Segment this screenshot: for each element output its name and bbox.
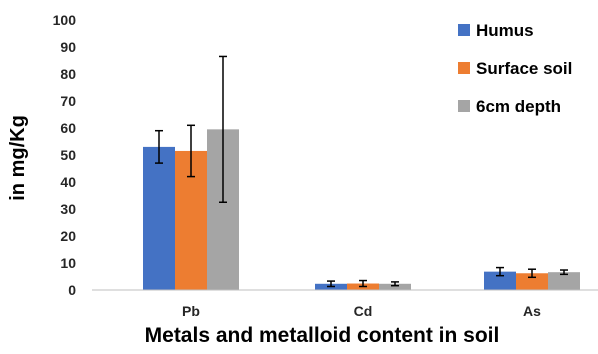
- y-tick-label: 40: [60, 174, 76, 190]
- y-tick-label: 0: [68, 282, 76, 298]
- legend: Humus Surface soil 6cm depth: [458, 21, 572, 116]
- x-tick-label-as: As: [523, 303, 541, 319]
- error-bar: [219, 55, 227, 203]
- legend-swatch: [458, 24, 470, 36]
- y-tick-label: 100: [53, 12, 77, 28]
- legend-swatch: [458, 100, 470, 112]
- bar-surface-soil-as: [516, 273, 548, 290]
- legend-label: 6cm depth: [476, 97, 561, 116]
- bar-6cm-depth-as: [548, 272, 580, 290]
- error-bars: [155, 55, 568, 288]
- y-tick-label: 30: [60, 201, 76, 217]
- error-bar: [560, 269, 568, 276]
- error-bar: [528, 268, 536, 279]
- y-tick-label: 70: [60, 93, 76, 109]
- legend-item-surface-soil: Surface soil: [458, 59, 572, 78]
- y-tick-label: 10: [60, 255, 76, 271]
- error-bar: [359, 279, 367, 288]
- x-tick-label-cd: Cd: [354, 303, 373, 319]
- x-axis-title: Metals and metalloid content in soil: [145, 324, 500, 347]
- legend-label: Humus: [476, 21, 534, 40]
- legend-swatch: [458, 62, 470, 74]
- y-tick-label: 50: [60, 147, 76, 163]
- bar-humus-pb: [143, 146, 175, 290]
- bar-humus-as: [484, 271, 516, 290]
- bars: [143, 129, 580, 290]
- y-tick-label: 20: [60, 228, 76, 244]
- y-axis-title: in mg/Kg: [7, 115, 29, 201]
- x-tick-label-pb: Pb: [182, 303, 200, 319]
- y-tick-label: 90: [60, 39, 76, 55]
- bar-6cm-depth-cd: [379, 283, 411, 290]
- error-bar: [391, 281, 399, 287]
- x-axis-ticks: Pb Cd As: [182, 303, 541, 319]
- y-axis-ticks: 0 10 20 30 40 50 60 70 80 90 100: [53, 12, 77, 298]
- error-bar: [187, 124, 195, 178]
- error-bar: [327, 280, 335, 288]
- legend-item-6cm-depth: 6cm depth: [458, 97, 561, 116]
- legend-item-humus: Humus: [458, 21, 534, 40]
- y-tick-label: 80: [60, 66, 76, 82]
- error-bar: [155, 129, 163, 164]
- error-bar: [496, 266, 504, 277]
- legend-label: Surface soil: [476, 59, 572, 78]
- y-tick-label: 60: [60, 120, 76, 136]
